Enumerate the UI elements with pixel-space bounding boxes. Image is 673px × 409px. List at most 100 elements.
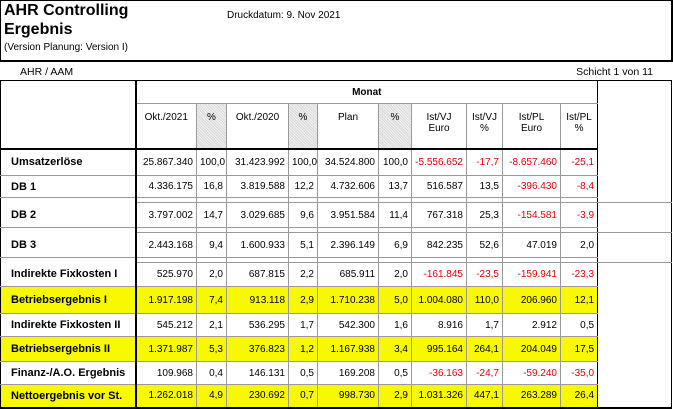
value-cell: 767.318 bbox=[411, 202, 467, 228]
value-cell: -36.163 bbox=[411, 361, 467, 385]
label-header bbox=[0, 80, 137, 104]
value-cell: 110,0 bbox=[466, 286, 503, 314]
value-cell: 1.600.933 bbox=[226, 232, 289, 258]
value-cell: 1.371.987 bbox=[135, 336, 197, 362]
table-row: Indirekte Fixkosten II 545.212 2,1 536.295 1… bbox=[0, 313, 672, 337]
table-row: Indirekte Fixkosten I 525.970 2,0 687.815 2,… bbox=[0, 262, 672, 287]
value-cell: 109.968 bbox=[135, 361, 197, 385]
value-cell: 4.336.175 bbox=[135, 175, 197, 198]
value-cell: 31.423.992 bbox=[226, 148, 289, 176]
blank-cell bbox=[597, 262, 672, 287]
value-cell: -25,1 bbox=[559, 148, 598, 176]
spacer bbox=[502, 197, 561, 203]
value-cell: 146.131 bbox=[226, 361, 289, 385]
column-header: Ist/VJ Euro bbox=[411, 103, 467, 150]
spacer bbox=[502, 257, 561, 263]
spacer bbox=[559, 197, 598, 203]
value-cell: 2,9 bbox=[378, 384, 412, 409]
value-cell: 100,0 bbox=[378, 148, 412, 176]
spacer bbox=[502, 227, 561, 233]
column-header: Ist/VJ % bbox=[466, 103, 503, 150]
value-cell: 1.917.198 bbox=[135, 286, 197, 314]
label-header bbox=[0, 103, 137, 150]
value-cell: 230.692 bbox=[226, 384, 289, 409]
row-label: Betriebsergebnis I bbox=[0, 286, 137, 314]
value-cell: 2,0 bbox=[196, 262, 227, 287]
spacer bbox=[288, 197, 318, 203]
value-cell: -8.657.460 bbox=[502, 148, 561, 176]
value-cell: 536.295 bbox=[226, 313, 289, 337]
blank-cell bbox=[597, 175, 672, 198]
report-subtitle: Ergebnis bbox=[4, 21, 73, 38]
value-cell: 2.912 bbox=[502, 313, 561, 337]
value-cell: -396.430 bbox=[502, 175, 561, 198]
value-cell: 3.951.584 bbox=[317, 202, 379, 228]
value-cell: 842.235 bbox=[411, 232, 467, 258]
value-cell: 264,1 bbox=[466, 336, 503, 362]
spacer bbox=[226, 227, 289, 233]
value-cell: 13,5 bbox=[466, 175, 503, 198]
column-header: % bbox=[288, 103, 318, 150]
value-cell: 3.819.588 bbox=[226, 175, 289, 198]
spacer bbox=[466, 197, 503, 203]
table-row: Nettoergebnis vor St. 1.262.018 4,9 230.692… bbox=[0, 384, 672, 409]
print-date: Druckdatum: 9. Nov 2021 bbox=[227, 10, 341, 21]
spacer bbox=[196, 257, 227, 263]
blank-cell bbox=[597, 336, 672, 362]
value-cell: 4,9 bbox=[196, 384, 227, 409]
value-cell: 1,6 bbox=[378, 313, 412, 337]
spacer bbox=[226, 197, 289, 203]
spacer bbox=[466, 227, 503, 233]
value-cell: 1,2 bbox=[288, 336, 318, 362]
table-row: Finanz-/A.O. Ergebnis 109.968 0,4 146.131 0,… bbox=[0, 361, 672, 385]
blank-cell bbox=[597, 232, 672, 258]
blank-cell bbox=[597, 286, 672, 314]
value-cell: 52,6 bbox=[466, 232, 503, 258]
value-cell: -23,3 bbox=[559, 262, 598, 287]
value-cell: 1.031.326 bbox=[411, 384, 467, 409]
spacer bbox=[0, 257, 137, 263]
value-cell: 516.587 bbox=[411, 175, 467, 198]
report-header: AHR Controlling Ergebnis (Version Planun… bbox=[0, 0, 673, 62]
value-cell: 3.029.685 bbox=[226, 202, 289, 228]
value-cell: -154.581 bbox=[502, 202, 561, 228]
value-cell: 995.164 bbox=[411, 336, 467, 362]
value-cell: 1.710.238 bbox=[317, 286, 379, 314]
value-cell: 542.300 bbox=[317, 313, 379, 337]
column-header: Ist/PL % bbox=[559, 103, 598, 150]
value-cell: 2.443.168 bbox=[135, 232, 197, 258]
row-label: Finanz-/A.O. Ergebnis bbox=[0, 361, 137, 385]
spacer bbox=[226, 257, 289, 263]
value-cell: 9,4 bbox=[196, 232, 227, 258]
spacer bbox=[411, 227, 467, 233]
table-row: Betriebsergebnis I 1.917.198 7,4 913.118 2,9… bbox=[0, 286, 672, 314]
value-cell: 2,1 bbox=[196, 313, 227, 337]
value-cell: 34.524.800 bbox=[317, 148, 379, 176]
value-cell: 13,7 bbox=[378, 175, 412, 198]
table-row: Betriebsergebnis II 1.371.987 5,3 376.823 1,… bbox=[0, 336, 672, 362]
value-cell: 7,4 bbox=[196, 286, 227, 314]
value-cell: 998.730 bbox=[317, 384, 379, 409]
row-label: Betriebsergebnis II bbox=[0, 336, 137, 362]
value-cell: 0,7 bbox=[288, 384, 318, 409]
version-label: (Version Planung: Version I) bbox=[4, 42, 128, 53]
spacer bbox=[378, 197, 412, 203]
value-cell: 1.167.938 bbox=[317, 336, 379, 362]
column-header: Okt./2020 bbox=[226, 103, 289, 150]
spacer bbox=[317, 257, 379, 263]
table-row: DB 3 2.443.168 9,4 1.600.933 5,1 2.396.149 6,9… bbox=[0, 232, 672, 258]
value-cell: 6,9 bbox=[378, 232, 412, 258]
row-label: Nettoergebnis vor St. bbox=[0, 384, 137, 409]
value-cell: 1.004.080 bbox=[411, 286, 467, 314]
value-cell: -23,5 bbox=[466, 262, 503, 287]
row-label: DB 1 bbox=[0, 175, 137, 198]
table-row: Umsatzerlöse 25.867.340 100,0 31.423.992 100… bbox=[0, 148, 672, 176]
value-cell: 2,0 bbox=[378, 262, 412, 287]
value-cell: 2,0 bbox=[559, 232, 598, 258]
value-cell: -35,0 bbox=[559, 361, 598, 385]
value-cell: 525.970 bbox=[135, 262, 197, 287]
value-cell: 17,5 bbox=[559, 336, 598, 362]
value-cell: 685.911 bbox=[317, 262, 379, 287]
value-cell: 25,3 bbox=[466, 202, 503, 228]
value-cell: 3,4 bbox=[378, 336, 412, 362]
